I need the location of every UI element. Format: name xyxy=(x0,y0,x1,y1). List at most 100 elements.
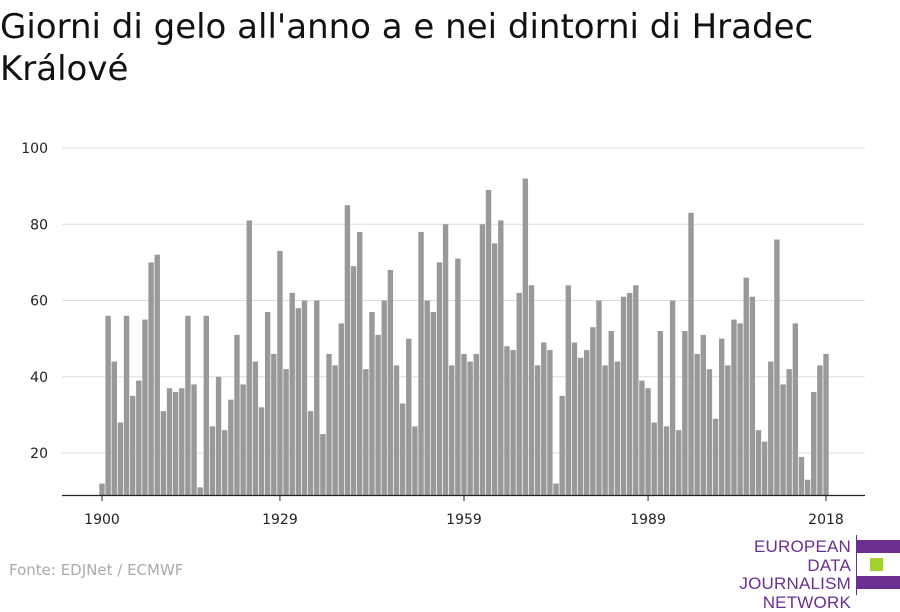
bar-1940 xyxy=(345,205,350,495)
bar-1984 xyxy=(615,362,620,495)
logo-line-3: NETWORK xyxy=(700,594,851,612)
bar-2004 xyxy=(737,323,742,495)
bar-2012 xyxy=(786,369,791,495)
bar-1930 xyxy=(283,369,288,495)
x-axis: 1900 1929 1959 1989 2018 xyxy=(62,495,865,528)
x-tick-label: 1929 xyxy=(262,512,298,528)
bar-1974 xyxy=(553,484,558,495)
bar-1937 xyxy=(326,354,331,495)
y-tick-label: 20 xyxy=(30,446,48,462)
bar-1966 xyxy=(504,346,509,495)
logo-text: EUROPEAN DATA JOURNALISM NETWORK xyxy=(700,538,851,612)
bar-1965 xyxy=(498,220,503,495)
bar-1992 xyxy=(664,426,669,495)
bar-1944 xyxy=(369,312,374,495)
bar-1999 xyxy=(707,369,712,495)
bar-2018 xyxy=(823,354,828,495)
bar-1924 xyxy=(247,220,252,495)
bar-1906 xyxy=(136,381,141,495)
logo-bar-purple-top xyxy=(857,540,900,553)
bar-1961 xyxy=(474,354,479,495)
bar-1910 xyxy=(161,411,166,495)
bar-1932 xyxy=(296,308,301,495)
bar-1942 xyxy=(357,232,362,495)
bar-1968 xyxy=(517,293,522,495)
x-tick-label: 1989 xyxy=(630,512,666,528)
bar-1955 xyxy=(437,262,442,495)
bar-1921 xyxy=(228,400,233,495)
bar-1943 xyxy=(363,369,368,495)
bar-1946 xyxy=(382,301,387,495)
bar-1934 xyxy=(308,411,313,495)
logo-line-1: EUROPEAN xyxy=(700,538,851,557)
bar-1941 xyxy=(351,266,356,495)
bar-1969 xyxy=(523,179,528,495)
bar-1953 xyxy=(424,301,429,495)
bar-1928 xyxy=(271,354,276,495)
bar-1981 xyxy=(596,301,601,495)
bar-1927 xyxy=(265,312,270,495)
bar-1923 xyxy=(240,384,245,495)
bar-1938 xyxy=(332,365,337,495)
bar-1939 xyxy=(339,323,344,495)
y-tick-label: 40 xyxy=(30,370,48,386)
y-tick-label: 80 xyxy=(30,217,48,233)
bar-1986 xyxy=(627,293,632,495)
bar-1919 xyxy=(216,377,221,495)
bar-2010 xyxy=(774,240,779,495)
bar-1975 xyxy=(559,396,564,495)
bar-1958 xyxy=(455,259,460,495)
bar-1901 xyxy=(105,316,110,495)
bar-1951 xyxy=(412,426,417,495)
bar-1970 xyxy=(529,285,534,495)
bar-1935 xyxy=(314,301,319,495)
bar-1959 xyxy=(461,354,466,495)
bar-1971 xyxy=(535,365,540,495)
bar-1998 xyxy=(701,335,706,495)
bar-1988 xyxy=(639,381,644,495)
bar-1909 xyxy=(155,255,160,495)
bars xyxy=(99,179,828,495)
bar-2016 xyxy=(811,392,816,495)
bar-1989 xyxy=(645,388,650,495)
edjnet-logo: EUROPEAN DATA JOURNALISM NETWORK xyxy=(700,535,900,595)
bar-1956 xyxy=(443,224,448,495)
bar-1995 xyxy=(682,331,687,495)
bar-2011 xyxy=(780,384,785,495)
bar-1936 xyxy=(320,434,325,495)
bar-1916 xyxy=(197,487,202,495)
logo-bar-purple-bottom xyxy=(857,576,900,589)
bar-1952 xyxy=(418,232,423,495)
bar-1983 xyxy=(609,331,614,495)
bar-1949 xyxy=(400,403,405,495)
bar-1948 xyxy=(394,365,399,495)
bar-1963 xyxy=(486,190,491,495)
x-tick-label: 1959 xyxy=(446,512,482,528)
x-tick-label: 1900 xyxy=(84,512,120,528)
bar-1931 xyxy=(290,293,295,495)
bar-2003 xyxy=(731,320,736,495)
bar-1933 xyxy=(302,301,307,495)
y-tick-label: 60 xyxy=(30,294,48,310)
source-note: Fonte: EDJNet / ECMWF xyxy=(9,561,183,579)
bar-2008 xyxy=(762,442,767,495)
bar-1976 xyxy=(566,285,571,495)
x-tick-label: 2018 xyxy=(808,512,844,528)
bar-1911 xyxy=(167,388,172,495)
bar-1945 xyxy=(375,335,380,495)
bar-1997 xyxy=(694,354,699,495)
bar-2001 xyxy=(719,339,724,495)
bar-1902 xyxy=(112,362,117,495)
bar-2005 xyxy=(744,278,749,495)
bar-1957 xyxy=(449,365,454,495)
bar-1954 xyxy=(431,312,436,495)
bar-2013 xyxy=(793,323,798,495)
bar-1962 xyxy=(480,224,485,495)
bar-1908 xyxy=(148,262,153,495)
bar-1920 xyxy=(222,430,227,495)
bar-1907 xyxy=(142,320,147,495)
bar-1929 xyxy=(277,251,282,495)
bar-1978 xyxy=(578,358,583,495)
